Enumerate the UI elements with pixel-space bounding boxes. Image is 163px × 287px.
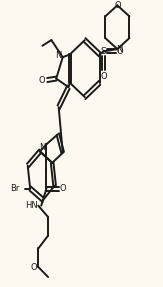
- Text: N: N: [116, 44, 122, 54]
- Text: HN: HN: [25, 201, 37, 210]
- Text: O: O: [100, 72, 107, 81]
- Text: O: O: [117, 47, 123, 56]
- Text: O: O: [114, 1, 121, 10]
- Text: Br: Br: [10, 184, 20, 193]
- Text: N: N: [39, 143, 46, 152]
- Text: O: O: [39, 75, 45, 85]
- Text: O: O: [59, 184, 66, 193]
- Text: O: O: [31, 263, 37, 272]
- Text: S: S: [101, 47, 106, 56]
- Text: N: N: [55, 51, 62, 60]
